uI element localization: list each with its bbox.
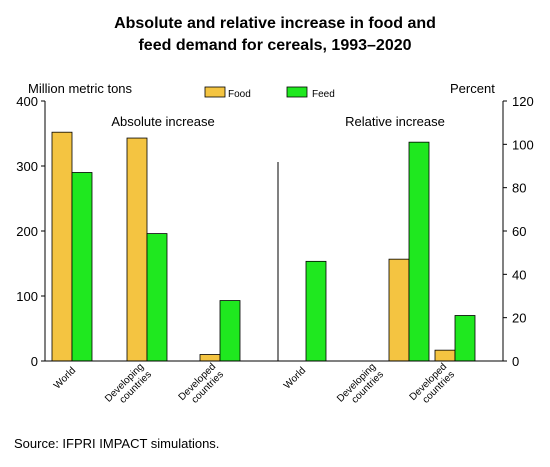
legend-swatch-food: [204, 86, 226, 98]
bars: [51, 131, 476, 362]
bar-absolute-increase-developing-countries-food: [126, 137, 148, 362]
left-tick-label: 200: [16, 224, 38, 239]
bar-absolute-increase-developed-countries-food: [199, 354, 221, 362]
right-tick-label: 60: [512, 224, 526, 239]
legend-swatch-feed: [286, 86, 308, 98]
source-note: Source: IFPRI IMPACT simulations.: [14, 436, 219, 451]
category-label-absolute-increase-world: World: [52, 365, 78, 391]
category-label-line: World: [282, 365, 308, 391]
category-label-relative-increase-world: World: [282, 365, 308, 391]
legend-label-food: Food: [228, 89, 251, 100]
left-tick-label: 100: [16, 289, 38, 304]
right-tick-label: 40: [512, 267, 526, 282]
axes: 0 100 200 300 400 0 20 40 60 80 100 120 World Develop…: [16, 94, 534, 406]
left-axis-label: Million metric tons: [28, 81, 133, 96]
bar-relative-increase-developing-countries-feed: [408, 141, 430, 362]
category-label-line: World: [52, 365, 78, 391]
bar-relative-increase-world-feed: [305, 260, 327, 362]
bar-relative-increase-developing-countries-food: [388, 258, 410, 362]
right-tick-label: 100: [512, 137, 534, 152]
right-tick-label: 20: [512, 311, 526, 326]
panel-label-relative: Relative increase: [345, 114, 445, 129]
right-tick-label: 80: [512, 181, 526, 196]
panel-label-absolute: Absolute increase: [111, 114, 214, 129]
chart-title-line1: Absolute and relative increase in food a…: [114, 15, 436, 32]
right-tick-label: 0: [512, 354, 519, 369]
right-tick-label: 120: [512, 94, 534, 109]
left-tick-label: 400: [16, 94, 38, 109]
bar-relative-increase-developed-countries-feed: [454, 315, 476, 362]
legend-label-feed: Feed: [312, 89, 335, 100]
bar-absolute-increase-world-feed: [71, 172, 93, 362]
bar-absolute-increase-developing-countries-feed: [146, 233, 168, 362]
left-tick-label: 0: [31, 354, 38, 369]
legend: Food Feed: [204, 86, 335, 100]
chart-title-line2: feed demand for cereals, 1993–2020: [138, 37, 411, 54]
bar-absolute-increase-developed-countries-feed: [219, 300, 241, 362]
bar-relative-increase-developed-countries-food: [434, 349, 456, 362]
right-axis-label: Percent: [450, 81, 495, 96]
left-tick-label: 300: [16, 159, 38, 174]
bar-absolute-increase-world-food: [51, 131, 73, 362]
